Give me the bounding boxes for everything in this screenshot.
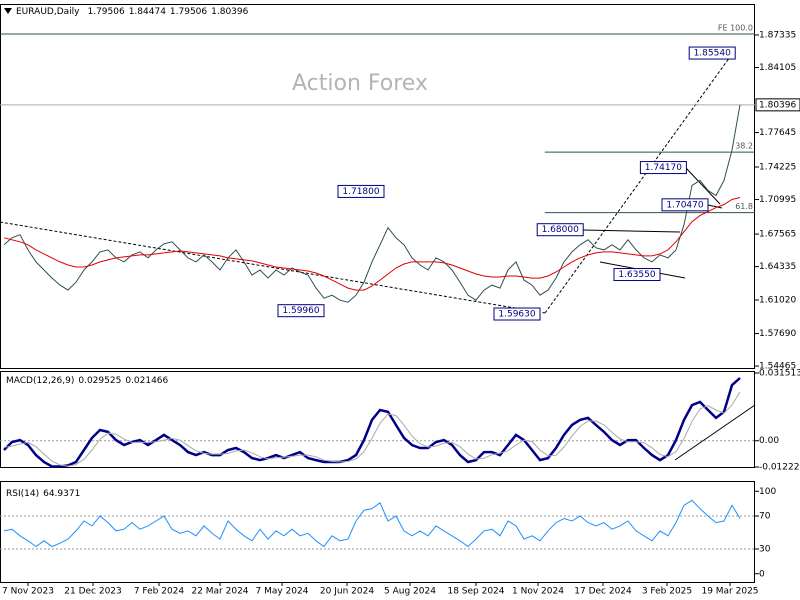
series-line bbox=[3, 391, 741, 467]
annotation-label: 1.74170 bbox=[645, 163, 682, 173]
rsi-header: RSI(14) 64.9371 bbox=[6, 489, 80, 499]
x-tick-label: 17 Dec 2024 bbox=[574, 587, 632, 597]
y-tick-label: 0.00 bbox=[759, 436, 779, 446]
series-line bbox=[3, 499, 741, 548]
macd-header: MACD(12,26,9) 0.029525 0.021466 bbox=[6, 376, 169, 386]
series-line bbox=[3, 104, 741, 303]
x-tick-label: 1 Nov 2024 bbox=[512, 587, 564, 597]
annotation-label: 1.85540 bbox=[694, 49, 731, 59]
macd-main: 0.029525 bbox=[78, 376, 121, 386]
annotation-box bbox=[688, 46, 736, 60]
level-label: 38.2 bbox=[735, 142, 753, 151]
y-tick-label: 100 bbox=[759, 487, 776, 497]
y-tick-label: -0.012223 bbox=[759, 463, 800, 473]
macd-panel bbox=[0, 371, 755, 468]
trendline bbox=[544, 49, 736, 314]
close: 1.80396 bbox=[211, 7, 248, 17]
y-tick-label: 1.77645 bbox=[759, 128, 796, 138]
annotation-box bbox=[536, 223, 584, 237]
y-tick-label: 1.54465 bbox=[759, 362, 796, 372]
annotation-box bbox=[337, 184, 385, 198]
annotation-label: 1.71800 bbox=[342, 187, 379, 197]
annotation-label: 1.70470 bbox=[666, 200, 703, 210]
watermark: Action Forex bbox=[292, 71, 428, 96]
y-tick-label: 1.67565 bbox=[759, 230, 796, 240]
open: 1.79506 bbox=[87, 7, 124, 17]
price-panel bbox=[0, 4, 755, 369]
annotation-box bbox=[613, 268, 661, 282]
y-tick-label: 0 bbox=[759, 569, 765, 579]
y-tick-label: 1.61020 bbox=[759, 296, 796, 306]
price-header: EURAUD,Daily 1.79506 1.84474 1.79506 1.80396 bbox=[16, 7, 249, 17]
y-tick-label: 1.74225 bbox=[759, 163, 796, 173]
trendline bbox=[685, 167, 721, 205]
macd-title: MACD(12,26,9) bbox=[6, 376, 74, 386]
y-tick-label: 1.70995 bbox=[759, 195, 796, 205]
rsi-value: 64.9371 bbox=[43, 489, 80, 499]
x-tick-label: 3 Feb 2025 bbox=[642, 587, 692, 597]
x-tick-label: 20 Jun 2024 bbox=[320, 587, 374, 597]
annotation-label: 1.68000 bbox=[542, 225, 579, 235]
low: 1.79506 bbox=[170, 7, 207, 17]
x-tick-label: 18 Sep 2024 bbox=[447, 587, 504, 597]
annotation-label: 1.63550 bbox=[618, 270, 655, 280]
current-price-label: 1.80396 bbox=[759, 100, 796, 110]
annotation-box bbox=[639, 161, 687, 175]
rsi-panel bbox=[0, 481, 755, 583]
symbol: EURAUD,Daily bbox=[16, 7, 80, 17]
annotation-label: 1.59960 bbox=[282, 306, 319, 316]
series-line bbox=[3, 197, 741, 291]
annotation-box bbox=[661, 198, 709, 212]
trendline bbox=[582, 229, 681, 233]
y-tick-label: 70 bbox=[759, 512, 771, 522]
x-tick-label: 22 Mar 2024 bbox=[191, 587, 248, 597]
y-tick-label: 1.64335 bbox=[759, 262, 796, 272]
high: 1.84474 bbox=[129, 7, 166, 17]
x-tick-label: 7 May 2024 bbox=[256, 587, 309, 597]
x-tick-label: 19 Mar 2025 bbox=[701, 587, 758, 597]
trendline bbox=[0, 221, 546, 314]
x-tick-label: 7 Nov 2023 bbox=[2, 587, 54, 597]
macd-signal: 0.021466 bbox=[125, 376, 168, 386]
y-tick-label: 1.84105 bbox=[759, 63, 796, 73]
x-tick-label: 5 Aug 2024 bbox=[384, 587, 436, 597]
trendline bbox=[674, 404, 756, 461]
annotation-box bbox=[277, 304, 325, 318]
series-line bbox=[3, 377, 741, 468]
annotation-label: 1.59630 bbox=[498, 310, 535, 320]
level-label: 61.8 bbox=[735, 202, 753, 211]
rsi-title: RSI(14) bbox=[6, 489, 39, 499]
y-tick-label: 1.87335 bbox=[759, 30, 796, 40]
y-tick-label: 1.57690 bbox=[759, 329, 796, 339]
y-tick-label: 30 bbox=[759, 545, 771, 555]
level-label: FE 100.0 bbox=[718, 24, 753, 33]
x-tick-label: 21 Dec 2023 bbox=[64, 587, 122, 597]
menu-icon bbox=[4, 8, 12, 14]
current-price-box bbox=[755, 98, 800, 112]
y-tick-label: 0.031513 bbox=[759, 369, 800, 379]
annotation-box bbox=[493, 307, 541, 321]
x-tick-label: 7 Feb 2024 bbox=[134, 587, 185, 597]
trendline bbox=[707, 204, 723, 209]
